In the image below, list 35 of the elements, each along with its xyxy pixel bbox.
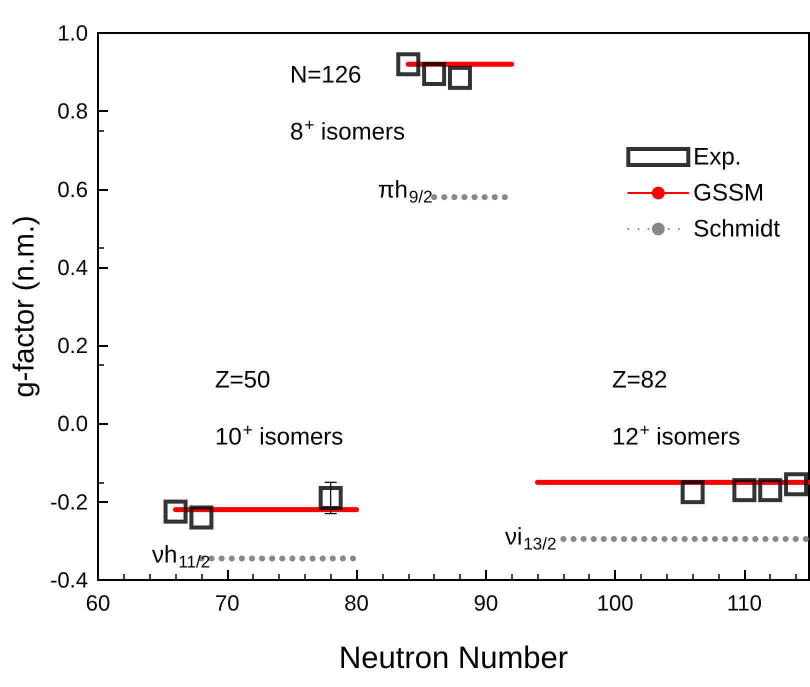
y-tick-label: 0.2 (57, 333, 88, 358)
point (680, 480, 705, 504)
y-axis-title: g-factor (n.m.) (8, 215, 41, 398)
point (164, 500, 188, 524)
y-tick-label: -0.4 (50, 568, 88, 592)
x-tick-label: 90 (474, 590, 498, 616)
y-tick-label: 1.0 (57, 20, 88, 46)
x-tick-label: 80 (344, 590, 369, 616)
x-tick-label: 60 (86, 590, 110, 616)
y-tick-label: 0.8 (57, 98, 88, 124)
point (189, 505, 214, 530)
point (422, 62, 446, 86)
point (732, 478, 756, 502)
point (396, 52, 420, 76)
legend-label: Exp. (693, 144, 742, 170)
y-tick-label: 0.0 (57, 411, 88, 436)
y-tick-label: 0.4 (57, 254, 88, 280)
x-tick-label: 70 (215, 590, 240, 616)
legend-label: Schmidt (693, 216, 780, 242)
annotation: 8+ isomers (290, 116, 405, 146)
annotation: Z=50 (215, 366, 270, 394)
legend-label: GSSM (693, 180, 764, 206)
point (448, 66, 472, 90)
point (318, 486, 343, 510)
x-tick-label: 100 (596, 590, 634, 616)
annotation: 12+ isomers (612, 420, 740, 450)
y-tick-label: 0.6 (57, 176, 88, 202)
point (784, 472, 808, 496)
point (758, 478, 782, 502)
x-axis-title: Neutron Number (338, 640, 568, 675)
annotation: Z=82 (612, 366, 668, 394)
annotation: 10+ isomers (215, 420, 344, 450)
y-tick-label: -0.2 (50, 489, 88, 514)
annotation: N=126 (290, 62, 362, 88)
x-tick-label: 110 (726, 590, 762, 616)
